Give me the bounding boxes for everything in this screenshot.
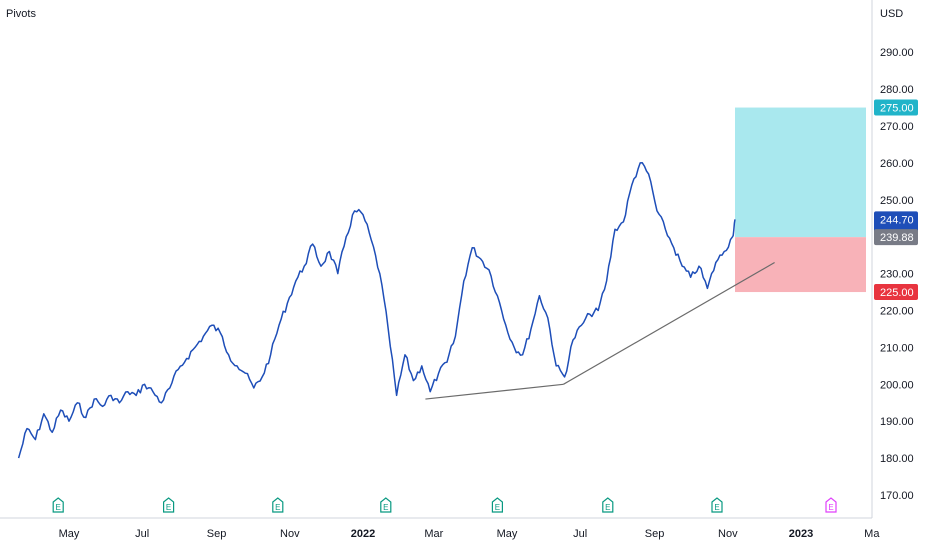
y-tick-label-3: 190.00: [880, 416, 914, 428]
y-tick-label-11: 270.00: [880, 121, 914, 133]
earnings-icon: [163, 497, 175, 513]
price-tag-3[interactable]: 239.88: [874, 229, 918, 246]
earnings-label: E: [56, 503, 61, 512]
earnings-marker-8[interactable]: E: [825, 497, 837, 513]
earnings-icon: [272, 497, 284, 513]
earnings-marker-1[interactable]: E: [52, 497, 64, 513]
currency-label[interactable]: USD: [880, 8, 904, 20]
earnings-icon: [602, 497, 614, 513]
x-tick-label-6: Mar: [424, 528, 443, 540]
earnings-marker-2[interactable]: E: [163, 497, 175, 513]
price-tag-value: 225.00: [880, 287, 914, 299]
price-line-1[interactable]: [17, 162, 736, 459]
x-tick-label-8: Jul: [573, 528, 587, 540]
long-position-tool: [735, 107, 866, 293]
earnings-marker-6[interactable]: E: [602, 497, 614, 513]
y-tick-label-13: 290.00: [880, 47, 914, 59]
earnings-icon: [380, 497, 392, 513]
trendlines: [425, 262, 775, 400]
y-tick-label-9: 250.00: [880, 195, 914, 207]
y-tick-label-1: 170.00: [880, 490, 914, 502]
earnings-label: E: [828, 503, 833, 512]
x-tick-label-2: Jul: [135, 528, 149, 540]
earnings-label: E: [495, 503, 500, 512]
trendline-2[interactable]: [563, 262, 775, 385]
price-tag-value: 244.70: [880, 214, 914, 226]
earnings-marker-4[interactable]: E: [380, 497, 392, 513]
trendline-1[interactable]: [425, 383, 564, 400]
x-tick-label-11: 2023: [789, 528, 813, 540]
price-tag-box: [874, 99, 918, 116]
y-tick-label-7: 230.00: [880, 269, 914, 281]
y-tick-label-4: 200.00: [880, 379, 914, 391]
earnings-icon: [711, 497, 723, 513]
earnings-marker-5[interactable]: E: [491, 497, 503, 513]
x-tick-label-7: May: [497, 528, 518, 540]
price-tag-value: 239.88: [880, 232, 914, 244]
x-axis: May Jul Sep Nov 2022 Mar May Jul Sep Nov 2023 Ma: [0, 517, 880, 540]
earnings-label: E: [714, 503, 719, 512]
price-series: [17, 162, 736, 459]
x-tick-label-1: May: [59, 528, 80, 540]
y-tick-label-2: 180.00: [880, 453, 914, 465]
earnings-icon: [491, 497, 503, 513]
earnings-label: E: [166, 503, 171, 512]
profit-zone[interactable]: [735, 107, 866, 238]
x-tick-label-3: Sep: [207, 528, 227, 540]
earnings-icon: [825, 497, 837, 513]
y-tick-label-12: 280.00: [880, 84, 914, 96]
y-tick-label-6: 220.00: [880, 306, 914, 318]
price-tag-value: 275.00: [880, 103, 914, 115]
x-tick-label-5: 2022: [351, 528, 375, 540]
x-tick-label-12: Ma: [864, 528, 880, 540]
x-tick-label-10: Nov: [718, 528, 738, 540]
price-tag-1[interactable]: 275.00: [874, 99, 918, 116]
indicator-label: Pivots: [6, 8, 36, 20]
price-tag-4[interactable]: 225.00: [874, 284, 918, 301]
x-tick-label-9: Sep: [645, 528, 665, 540]
earnings-label: E: [605, 503, 610, 512]
y-axis: 170.00 180.00 190.00 200.00 210.00 220.00 230.…: [871, 0, 914, 518]
earnings-label: E: [383, 503, 388, 512]
earnings-label: E: [275, 503, 280, 512]
earnings-icon: [52, 497, 64, 513]
earnings-marker-7[interactable]: E: [711, 497, 723, 513]
earnings-marker-3[interactable]: E: [272, 497, 284, 513]
price-tag-box: [874, 284, 918, 301]
y-tick-label-10: 260.00: [880, 158, 914, 170]
x-tick-label-4: Nov: [280, 528, 300, 540]
y-tick-label-5: 210.00: [880, 342, 914, 354]
stop-loss-zone[interactable]: [735, 237, 866, 293]
price-tag-box: [874, 229, 918, 246]
